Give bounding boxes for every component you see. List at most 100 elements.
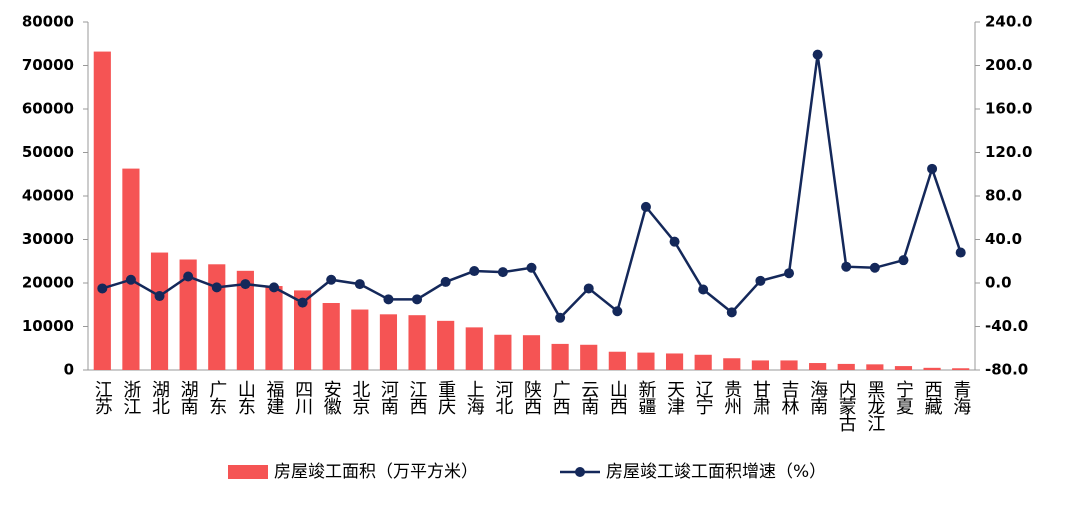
x-tick-label: 宁夏	[893, 380, 914, 415]
line-point	[469, 266, 480, 277]
x-tick-label: 贵州	[721, 380, 742, 415]
bar	[93, 51, 111, 371]
bar	[494, 334, 512, 370]
bar	[637, 352, 655, 370]
bar	[580, 344, 598, 370]
bar	[551, 343, 569, 370]
line-point	[97, 283, 108, 294]
bar	[522, 335, 541, 370]
line-point	[326, 274, 337, 285]
line-point	[755, 275, 766, 286]
line-point	[440, 276, 451, 287]
bar	[122, 168, 140, 370]
x-tick-label: 江苏	[92, 380, 113, 415]
line-point	[841, 261, 852, 272]
x-tick-label: 安徽	[321, 380, 342, 415]
line-point	[240, 279, 251, 290]
bar	[465, 327, 483, 370]
y-tick-label: 60000	[22, 100, 74, 118]
line-point	[125, 274, 136, 285]
y2-tick-label: 0.0	[985, 274, 1012, 292]
x-tick-label: 福建	[263, 380, 284, 415]
y-tick-label: 70000	[22, 56, 74, 74]
line-point	[698, 284, 709, 295]
y-tick-label: 40000	[22, 187, 74, 205]
x-tick-label: 广东	[206, 380, 227, 415]
line	[101, 54, 962, 320]
line-point	[154, 291, 165, 302]
x-tick-label: 天津	[664, 380, 685, 415]
x-tick-label: 广西	[550, 380, 571, 415]
x-tick-label: 湖北	[149, 380, 170, 415]
y-tick-label: 30000	[22, 230, 74, 248]
line-point	[726, 307, 737, 318]
y-tick-label: 80000	[22, 13, 74, 31]
line-point	[354, 279, 365, 290]
y2-tick-label: -80.0	[985, 361, 1028, 379]
x-tick-label: 海南	[807, 380, 828, 415]
y2-tick-label: 240.0	[985, 13, 1032, 31]
legend-label: 房屋竣工竣工面积增速（%）	[606, 462, 826, 482]
legend-label: 房屋竣工面积（万平方米）	[274, 462, 478, 482]
x-tick-label: 西藏	[922, 380, 943, 416]
y2-tick-label: -40.0	[985, 317, 1028, 335]
line-point	[927, 163, 938, 174]
y-tick-label: 10000	[22, 317, 74, 335]
y-tick-label: 0	[64, 361, 74, 379]
x-tick-label: 上海	[464, 380, 485, 415]
bar	[236, 270, 254, 370]
line-point	[383, 294, 394, 305]
bar	[952, 368, 970, 370]
x-tick-label: 内蒙古	[836, 380, 857, 432]
line-point	[412, 294, 423, 305]
y2-tick-label: 120.0	[985, 143, 1032, 161]
bar	[751, 360, 769, 370]
y-tick-label: 20000	[22, 274, 74, 292]
x-tick-label: 云南	[578, 380, 599, 415]
bar	[322, 303, 340, 370]
x-tick-label: 新疆	[635, 380, 656, 415]
line-point	[211, 282, 222, 293]
y2-tick-label: 80.0	[985, 187, 1022, 205]
x-tick-label: 山西	[607, 380, 628, 415]
bar	[694, 354, 712, 370]
line-point	[812, 49, 823, 60]
y2-tick-label: 40.0	[985, 230, 1022, 248]
bar	[208, 264, 226, 370]
bar	[437, 320, 455, 370]
bar	[379, 314, 398, 370]
x-tick-label: 北京	[349, 380, 370, 416]
x-tick-label: 河北	[492, 380, 513, 415]
bar	[780, 360, 798, 370]
bar	[265, 286, 283, 370]
line-point	[869, 262, 880, 273]
line-point	[955, 247, 966, 258]
line-point	[612, 306, 623, 317]
x-tick-label: 河南	[378, 380, 399, 415]
bar	[923, 367, 941, 370]
line-point	[898, 255, 909, 266]
bar	[351, 309, 369, 370]
bar	[179, 259, 197, 370]
x-tick-label: 浙江	[120, 380, 141, 415]
x-tick-label: 山东	[235, 380, 256, 415]
bar	[150, 252, 169, 370]
x-tick-label: 黑龙江	[864, 380, 885, 432]
bar	[608, 351, 626, 370]
bar	[837, 363, 855, 370]
legend-swatch	[228, 465, 268, 479]
x-tick-label: 辽宁	[693, 380, 714, 415]
x-tick-label: 重庆	[435, 380, 456, 415]
x-tick-label: 湖南	[178, 380, 199, 415]
bar	[665, 353, 684, 370]
line-point	[640, 201, 651, 212]
bar	[809, 363, 827, 370]
bar	[894, 366, 913, 370]
y2-tick-label: 160.0	[985, 100, 1032, 118]
line-point	[784, 268, 795, 279]
x-tick-label: 青海	[950, 380, 971, 415]
line-point	[583, 283, 594, 294]
line-point	[526, 262, 537, 273]
line-point	[183, 271, 194, 282]
